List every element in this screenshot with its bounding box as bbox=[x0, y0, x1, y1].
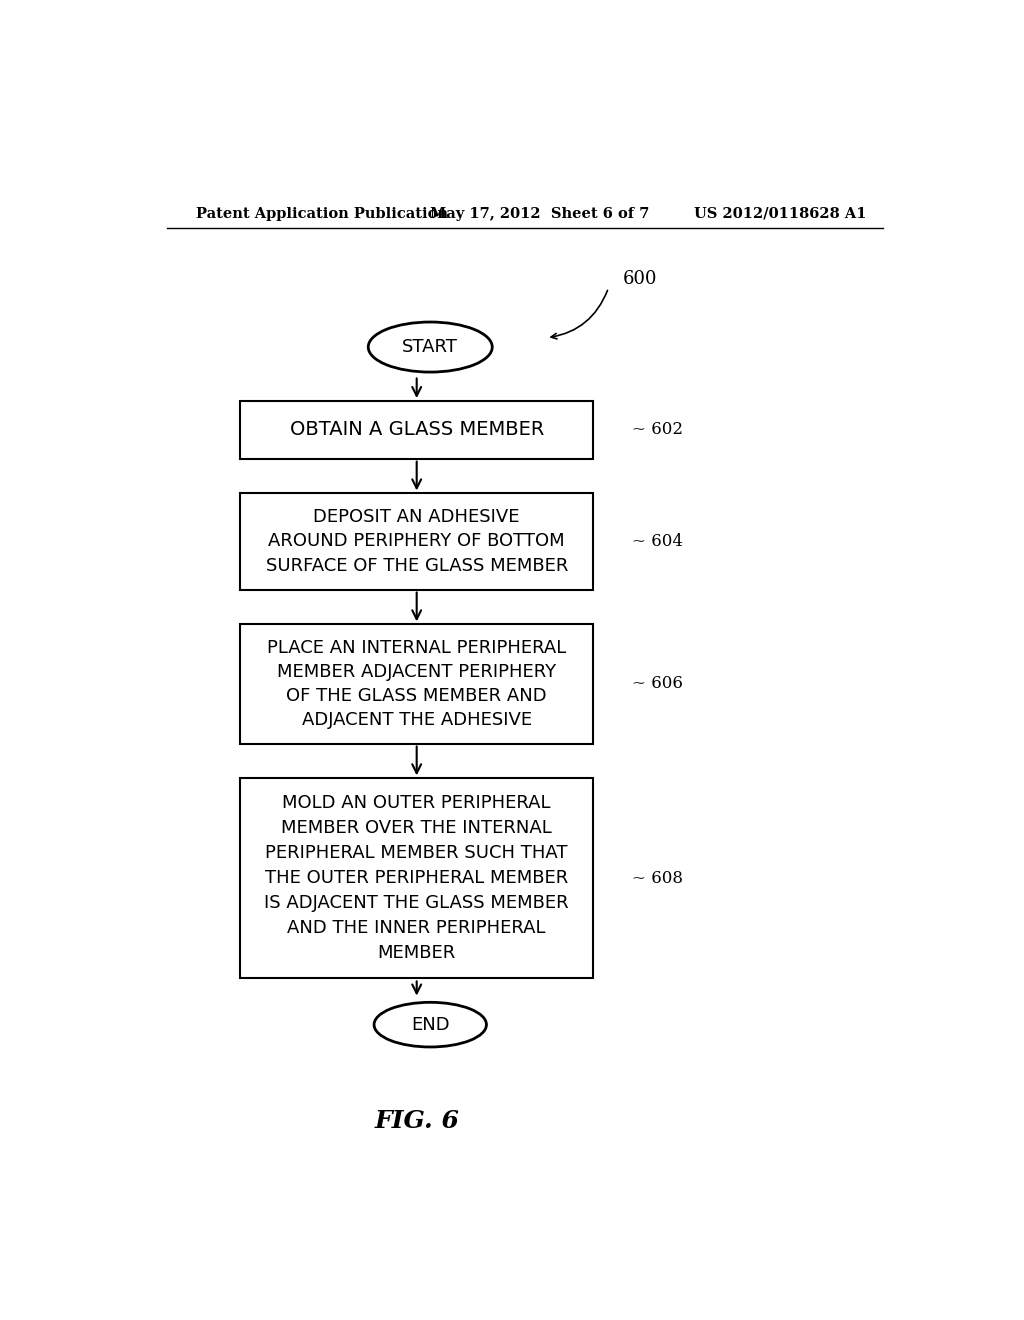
Text: END: END bbox=[411, 1015, 450, 1034]
Text: Patent Application Publication: Patent Application Publication bbox=[197, 207, 449, 220]
Text: PLACE AN INTERNAL PERIPHERAL: PLACE AN INTERNAL PERIPHERAL bbox=[267, 639, 566, 657]
Text: ~ 604: ~ 604 bbox=[632, 532, 683, 549]
FancyBboxPatch shape bbox=[241, 624, 593, 743]
Text: MEMBER: MEMBER bbox=[378, 944, 456, 962]
Text: US 2012/0118628 A1: US 2012/0118628 A1 bbox=[693, 207, 866, 220]
Text: ADJACENT THE ADHESIVE: ADJACENT THE ADHESIVE bbox=[302, 710, 531, 729]
Text: MOLD AN OUTER PERIPHERAL: MOLD AN OUTER PERIPHERAL bbox=[283, 795, 551, 812]
Text: MEMBER OVER THE INTERNAL: MEMBER OVER THE INTERNAL bbox=[282, 820, 552, 837]
Text: OF THE GLASS MEMBER AND: OF THE GLASS MEMBER AND bbox=[287, 686, 547, 705]
Text: ~ 606: ~ 606 bbox=[632, 675, 683, 692]
Text: DEPOSIT AN ADHESIVE: DEPOSIT AN ADHESIVE bbox=[313, 508, 520, 527]
Text: FIG. 6: FIG. 6 bbox=[374, 1109, 459, 1133]
Text: OBTAIN A GLASS MEMBER: OBTAIN A GLASS MEMBER bbox=[290, 420, 544, 440]
Text: AND THE INNER PERIPHERAL: AND THE INNER PERIPHERAL bbox=[288, 920, 546, 937]
Text: IS ADJACENT THE GLASS MEMBER: IS ADJACENT THE GLASS MEMBER bbox=[264, 895, 569, 912]
Text: THE OUTER PERIPHERAL MEMBER: THE OUTER PERIPHERAL MEMBER bbox=[265, 870, 568, 887]
FancyBboxPatch shape bbox=[241, 779, 593, 978]
Text: SURFACE OF THE GLASS MEMBER: SURFACE OF THE GLASS MEMBER bbox=[265, 557, 568, 574]
Text: MEMBER ADJACENT PERIPHERY: MEMBER ADJACENT PERIPHERY bbox=[278, 663, 556, 681]
FancyBboxPatch shape bbox=[241, 494, 593, 590]
Text: ~ 608: ~ 608 bbox=[632, 870, 683, 887]
Text: 600: 600 bbox=[623, 271, 657, 288]
Text: May 17, 2012  Sheet 6 of 7: May 17, 2012 Sheet 6 of 7 bbox=[430, 207, 649, 220]
FancyBboxPatch shape bbox=[241, 401, 593, 459]
Text: START: START bbox=[402, 338, 458, 356]
Text: AROUND PERIPHERY OF BOTTOM: AROUND PERIPHERY OF BOTTOM bbox=[268, 532, 565, 550]
Text: PERIPHERAL MEMBER SUCH THAT: PERIPHERAL MEMBER SUCH THAT bbox=[265, 845, 568, 862]
Text: ~ 602: ~ 602 bbox=[632, 421, 683, 438]
